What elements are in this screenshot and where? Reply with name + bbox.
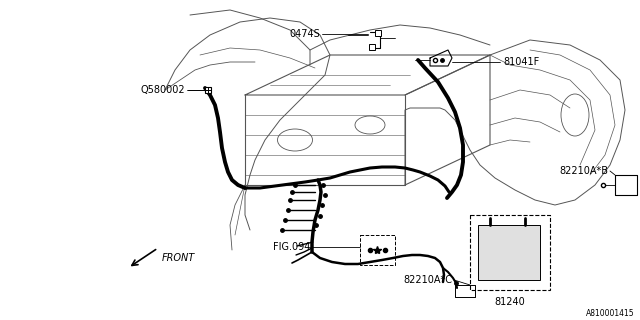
Text: 81041F: 81041F [503,57,540,67]
Bar [478,225,540,280]
Text: 81240: 81240 [495,297,525,307]
Text: Q580002: Q580002 [140,85,185,95]
Text: 82210A*C: 82210A*C [403,275,452,285]
Text: A810001415: A810001415 [586,308,635,317]
Text: FIG.094: FIG.094 [273,242,310,252]
Bar [360,235,395,265]
Text: FRONT: FRONT [162,253,195,263]
Bar [470,215,550,290]
Text: 0474S: 0474S [289,29,320,39]
Text: 82210A*B: 82210A*B [559,166,608,176]
